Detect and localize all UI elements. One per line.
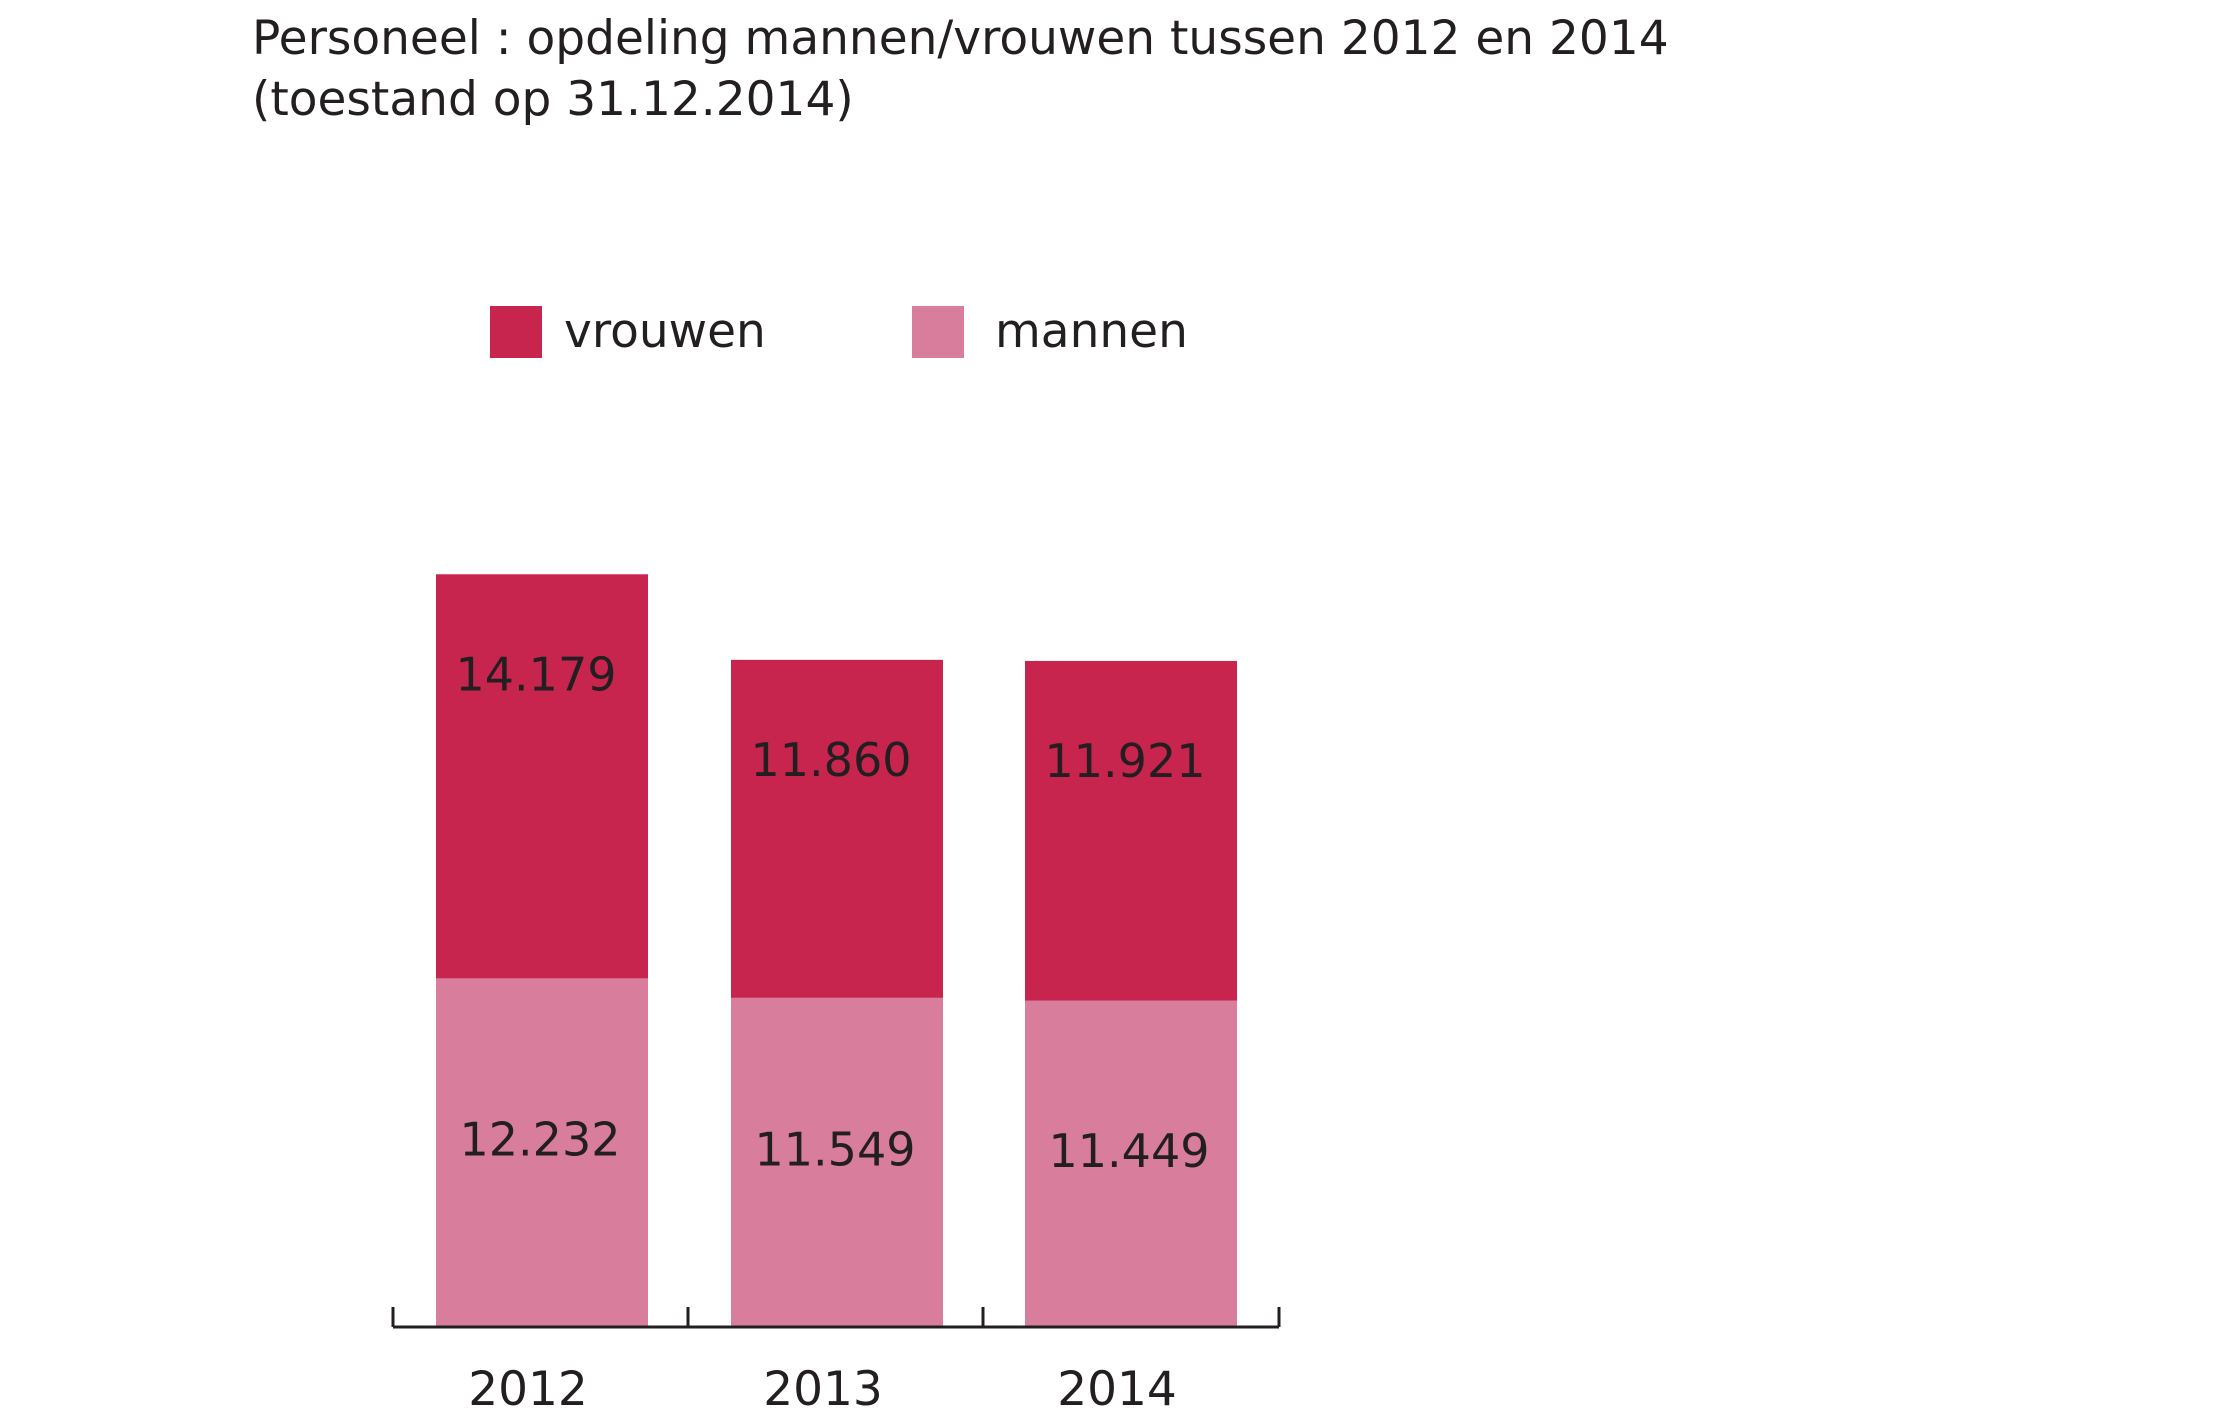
data-label-vrouwen-2013: 11.860: [751, 733, 912, 787]
bar-vrouwen-2012: [436, 574, 648, 979]
legend-swatch-vrouwen: [490, 306, 542, 358]
data-label-mannen-2012: 12.232: [460, 1113, 621, 1167]
chart-title-line-2: (toestand op 31.12.2014): [252, 72, 854, 127]
bar-vrouwen-2013: [731, 659, 943, 998]
x-tick-label-2013: 2013: [763, 1362, 883, 1408]
bar-mannen-2014: [1025, 1000, 1237, 1327]
bar-mannen-2013: [731, 997, 943, 1327]
bar-vrouwen-2014: [1025, 660, 1237, 1001]
data-label-mannen-2014: 11.449: [1049, 1124, 1210, 1178]
data-label-vrouwen-2012: 14.179: [456, 647, 617, 701]
legend-label-vrouwen: vrouwen: [564, 304, 766, 359]
bar-mannen-2012: [436, 978, 648, 1327]
chart-title-line-1: Personeel : opdeling mannen/vrouwen tuss…: [252, 11, 1669, 66]
x-tick-label-2014: 2014: [1057, 1362, 1177, 1408]
legend-swatch-mannen: [912, 306, 964, 358]
data-label-vrouwen-2014: 11.921: [1045, 734, 1206, 788]
x-tick-label-2012: 2012: [468, 1362, 588, 1408]
legend-label-mannen: mannen: [995, 304, 1188, 359]
data-label-mannen-2013: 11.549: [755, 1122, 916, 1176]
chart-title: Personeel : opdeling mannen/vrouwen tuss…: [252, 8, 1669, 130]
